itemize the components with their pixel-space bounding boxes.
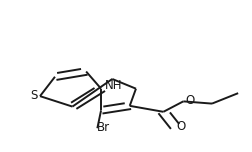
Text: S: S (30, 89, 38, 102)
Text: NH: NH (105, 79, 122, 92)
Text: Br: Br (97, 121, 110, 134)
Text: O: O (177, 120, 186, 133)
Text: O: O (186, 94, 195, 107)
